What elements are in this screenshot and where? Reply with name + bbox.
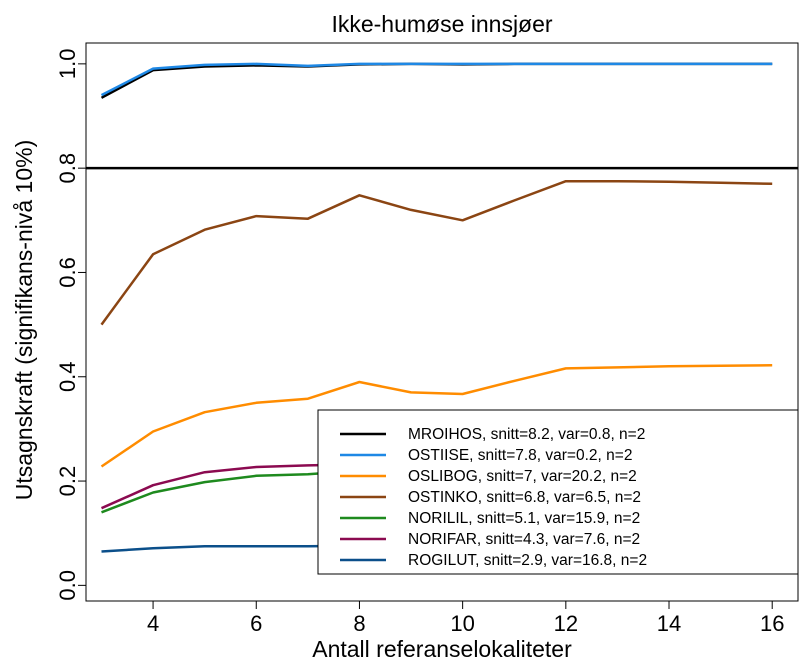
x-tick-label: 10	[450, 611, 474, 636]
y-tick-label: 0.6	[55, 257, 80, 288]
legend: MROIHOS, snitt=8.2, var=0.8, n=2 OSTIISE,…	[317, 409, 799, 575]
legend-label: OSTIISE, snitt=7.8, var=0.2, n=2	[408, 447, 632, 464]
plot-frame	[85, 42, 799, 602]
legend-label: OSLIBOG, snitt=7, var=20.2, n=2	[408, 468, 637, 485]
y-tick-label: 0.2	[55, 466, 80, 497]
x-tick-label: 12	[554, 611, 578, 636]
legend-label: NORIFAR, snitt=4.3, var=7.6, n=2	[408, 531, 640, 548]
x-tick-label: 16	[760, 611, 784, 636]
legend-label: OSTINKO, snitt=6.8, var=6.5, n=2	[408, 489, 641, 506]
x-tick-label: 8	[353, 611, 365, 636]
x-axis-label: Antall referanselokaliteter	[312, 636, 572, 662]
series-line-3	[100, 179, 773, 326]
legend-label: ROGILUT, snitt=2.9, var=16.8, n=2	[408, 552, 647, 569]
x-tick-label: 6	[250, 611, 262, 636]
series-line-2	[100, 364, 773, 468]
chart-title: Ikke-humøse innsjøer	[331, 11, 552, 37]
y-tick-label: 0.8	[55, 153, 80, 184]
legend-label: NORILIL, snitt=5.1, var=15.9, n=2	[408, 510, 640, 527]
y-tick-label: 1.0	[55, 49, 80, 80]
legend-box	[317, 409, 799, 575]
axis-ticks: 4 6 8 10 12 14 16 0.0 0.2 0.4 0.6 0.8 1.0	[55, 49, 784, 636]
y-tick-label: 0.0	[55, 570, 80, 601]
y-axis-label: Utsagnskraft (signifikans-nivå 10%)	[11, 140, 37, 500]
x-tick-label: 4	[147, 611, 159, 636]
x-tick-label: 14	[657, 611, 681, 636]
series-line-1	[100, 62, 773, 97]
y-tick-label: 0.4	[55, 361, 80, 392]
legend-label: MROIHOS, snitt=8.2, var=0.8, n=2	[408, 426, 645, 443]
